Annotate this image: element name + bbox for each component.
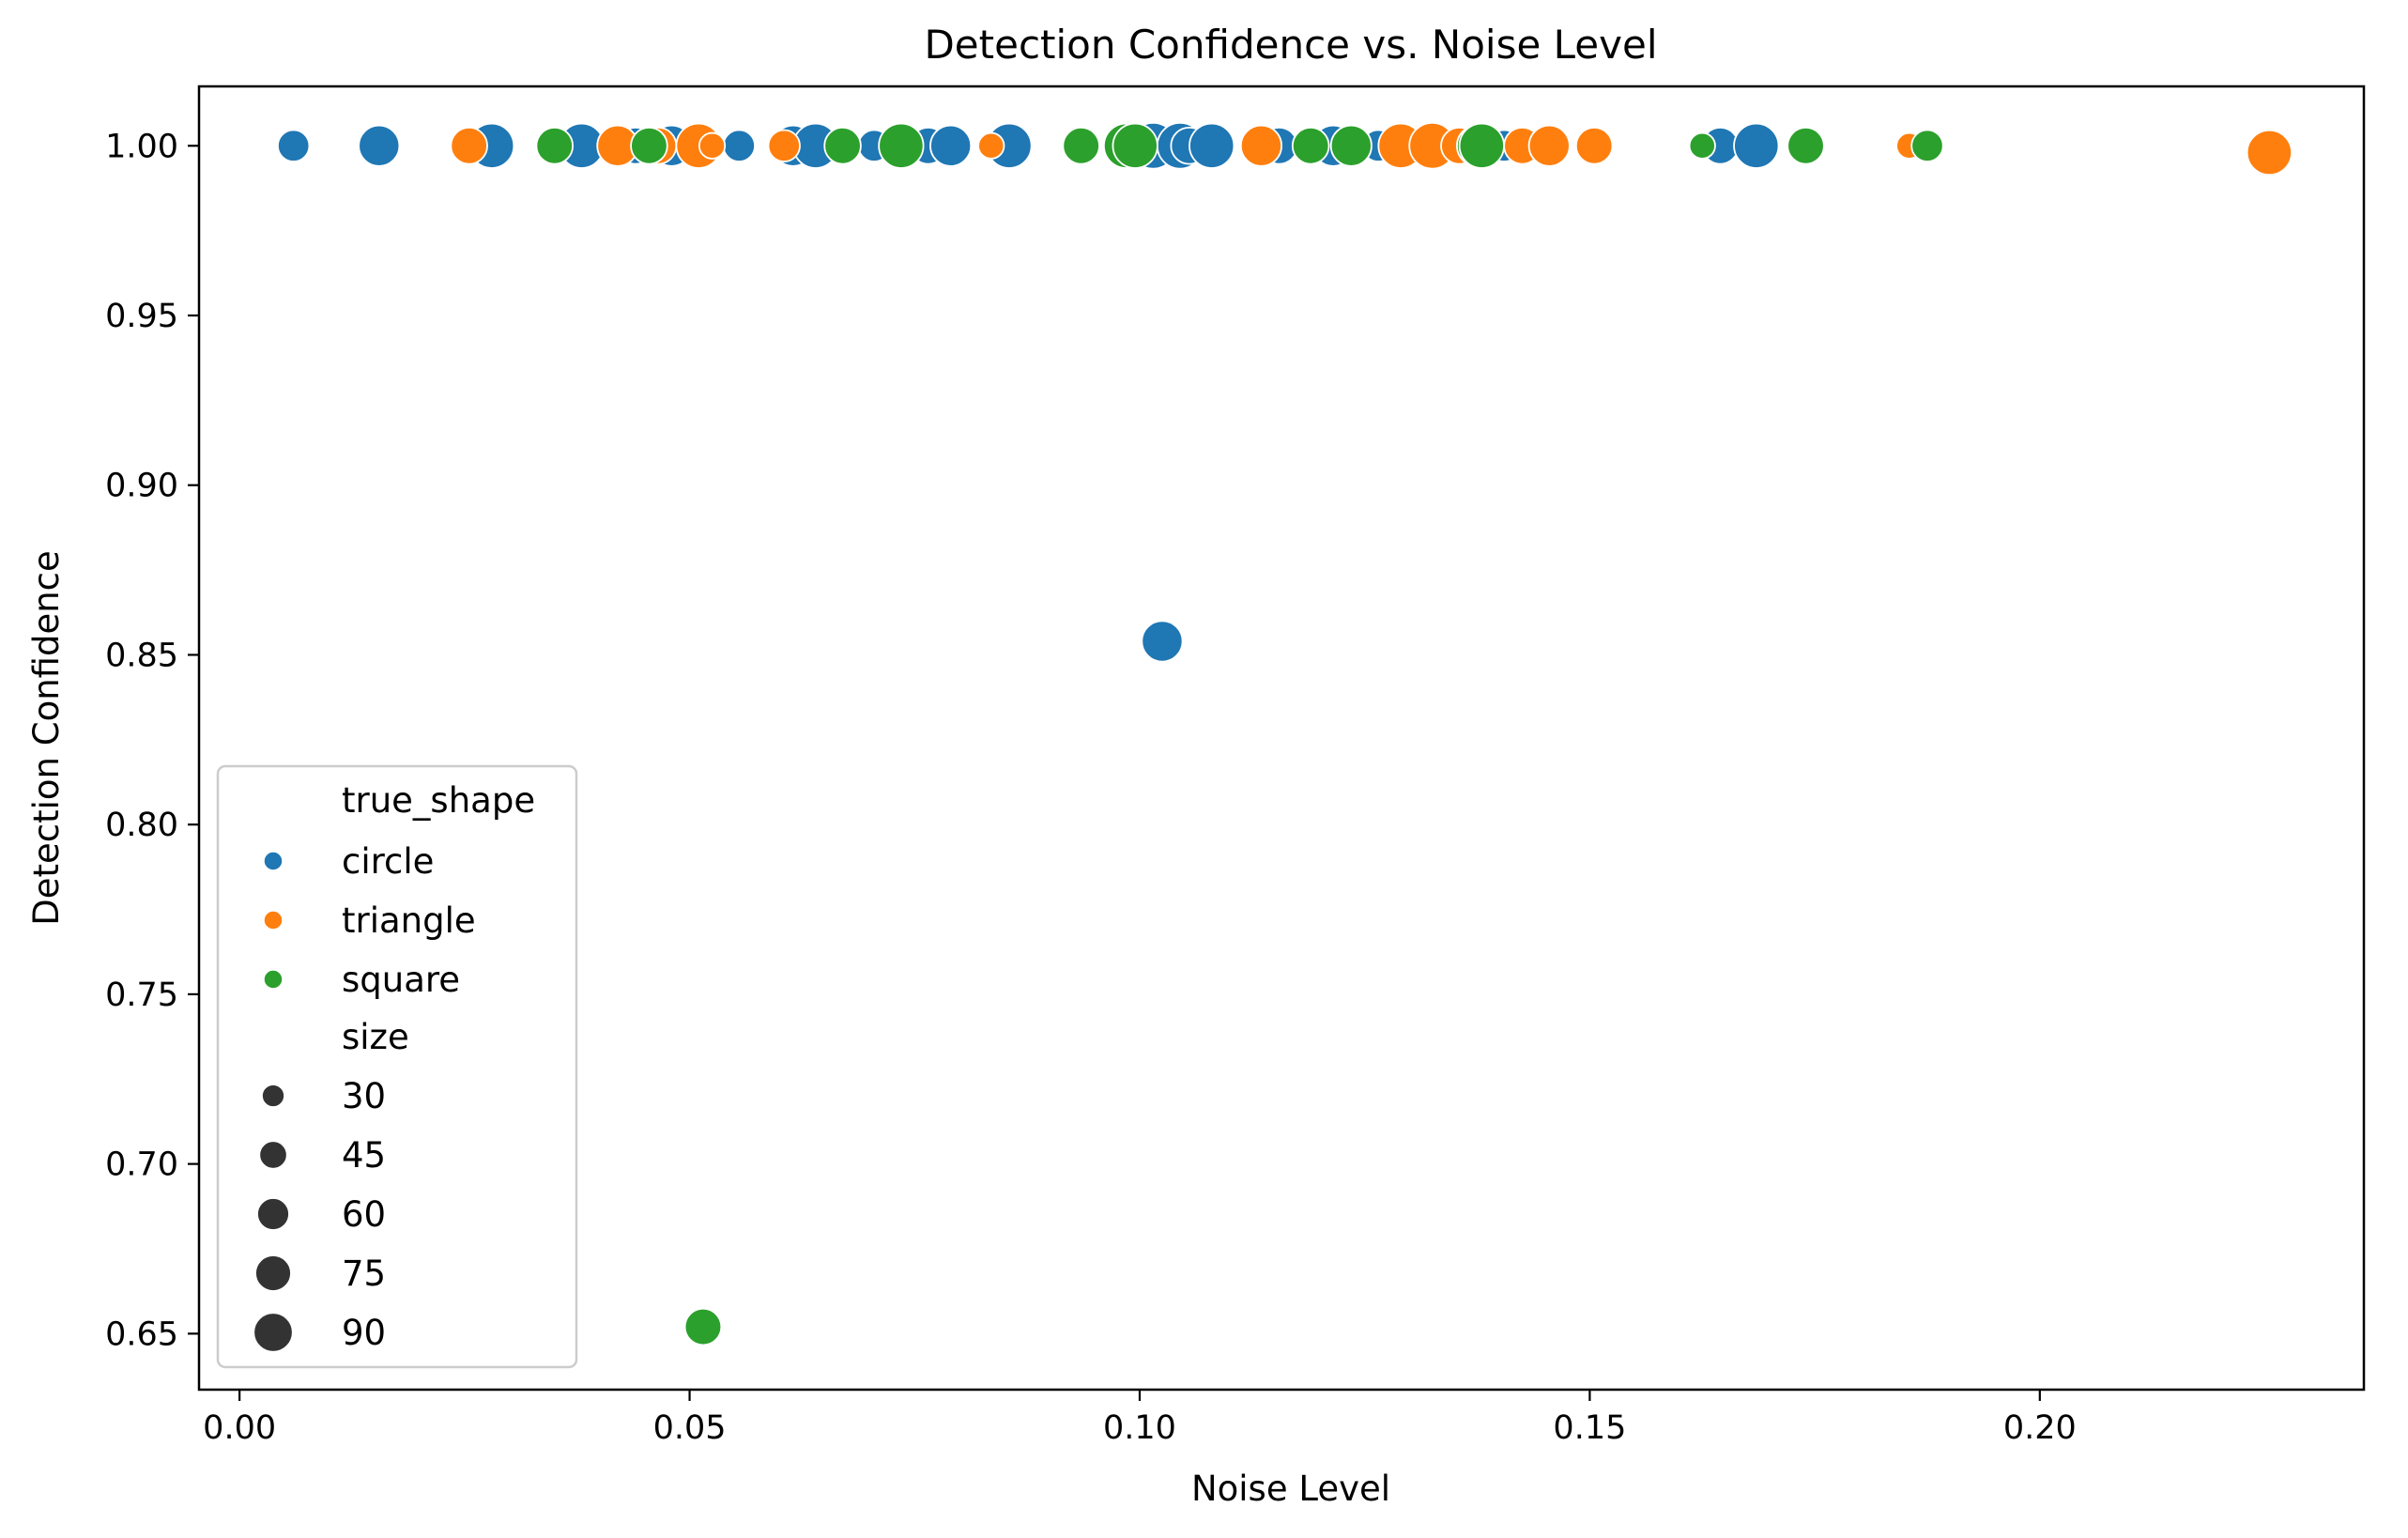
data-point-triangle [698, 131, 727, 160]
y-axis-label: Detection Confidence [26, 550, 67, 926]
y-tick-label: 0.95 [105, 298, 178, 335]
data-point-triangle [1527, 124, 1571, 167]
data-point-triangle [1574, 126, 1614, 165]
data-point-triangle [977, 131, 1005, 160]
x-axis-label: Noise Level [1191, 1469, 1390, 1509]
y-tick-label: 0.70 [105, 1146, 178, 1184]
legend-size-marker [253, 1312, 294, 1353]
data-point-square [1910, 129, 1944, 162]
legend-label-circle: circle [342, 841, 434, 882]
points-layer [277, 121, 2293, 1346]
data-point-circle [1733, 122, 1780, 169]
plot-frame [197, 85, 2366, 1392]
legend-size-marker [256, 1197, 290, 1231]
data-point-square [1329, 124, 1373, 167]
x-axis-ticks: 0.00 0.05 0.10 0.15 0.20 [203, 1390, 2077, 1447]
data-point-circle [1189, 122, 1235, 169]
y-tick-label: 0.80 [105, 807, 178, 844]
data-point-circle [277, 129, 311, 162]
data-point-triangle [2246, 129, 2293, 177]
data-point-square [823, 126, 862, 165]
y-tick-label: 0.75 [105, 977, 178, 1014]
legend-size-marker [254, 1254, 292, 1292]
legend-size-label: 75 [342, 1253, 386, 1294]
data-point-square [1787, 126, 1825, 165]
data-point-circle [1141, 620, 1184, 663]
data-point-triangle [767, 129, 801, 162]
legend-size-label: 60 [342, 1194, 386, 1235]
chart-title: Detection Confidence vs. Noise Level [924, 22, 1657, 68]
data-point-circle [929, 124, 973, 167]
x-tick-label: 0.10 [1103, 1409, 1176, 1447]
legend-marker-square [263, 969, 284, 990]
data-point-triangle [450, 126, 488, 165]
data-point-square [1458, 122, 1505, 169]
legend-size-title: size [342, 1017, 409, 1057]
x-tick-label: 0.20 [2003, 1409, 2077, 1447]
x-tick-label: 0.00 [203, 1409, 276, 1447]
y-axis-ticks: 0.65 0.70 0.75 0.80 0.85 0.90 0.95 1.00 [105, 128, 199, 1353]
y-tick-label: 1.00 [105, 128, 178, 165]
data-point-triangle [1239, 124, 1282, 167]
legend-hue-title: true_shape [342, 780, 535, 821]
legend-label-square: square [342, 960, 460, 1000]
data-point-square [1291, 126, 1330, 165]
x-tick-label: 0.05 [653, 1409, 727, 1447]
legend-label-triangle: triangle [342, 900, 476, 941]
data-point-square [630, 126, 668, 165]
legend-size-label: 90 [342, 1313, 386, 1353]
data-point-square [878, 122, 925, 169]
data-point-square [1062, 126, 1100, 165]
data-point-square [683, 1307, 723, 1346]
data-point-circle [358, 124, 401, 167]
x-tick-label: 0.15 [1553, 1409, 1626, 1447]
legend-size-items: 30 45 60 75 90 [253, 1076, 386, 1353]
legend-size-marker [258, 1140, 288, 1170]
data-point-square [535, 126, 575, 165]
y-tick-label: 0.65 [105, 1315, 178, 1353]
legend: true_shape circle triangle square size 30 4… [216, 764, 578, 1369]
legend-marker-circle [263, 851, 284, 871]
legend-marker-triangle [263, 910, 284, 930]
legend-size-label: 45 [342, 1135, 386, 1176]
data-point-circle [722, 129, 756, 162]
legend-box [216, 764, 578, 1369]
legend-size-label: 30 [342, 1076, 386, 1116]
legend-size-marker [261, 1084, 285, 1108]
legend-hue-items: circle triangle square [263, 841, 476, 1000]
data-point-square [1688, 131, 1716, 160]
y-tick-label: 0.90 [105, 468, 178, 505]
data-point-square [1112, 122, 1158, 169]
y-tick-label: 0.85 [105, 637, 178, 674]
